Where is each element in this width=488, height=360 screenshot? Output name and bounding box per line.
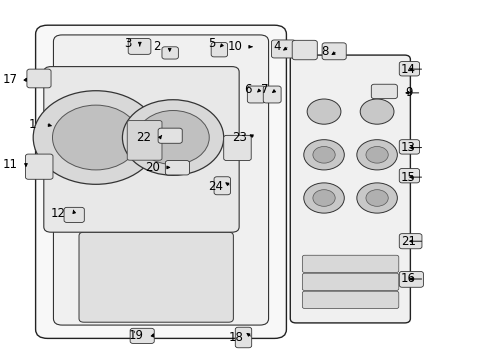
Circle shape: [356, 140, 397, 170]
FancyBboxPatch shape: [399, 168, 419, 183]
FancyBboxPatch shape: [292, 40, 317, 60]
Circle shape: [52, 105, 139, 170]
FancyBboxPatch shape: [235, 327, 251, 348]
Text: 22: 22: [136, 131, 151, 144]
Text: 6: 6: [244, 83, 251, 96]
Circle shape: [365, 147, 387, 163]
Circle shape: [365, 190, 387, 206]
Text: 1: 1: [29, 118, 37, 131]
FancyBboxPatch shape: [302, 255, 398, 273]
Circle shape: [303, 183, 344, 213]
FancyBboxPatch shape: [302, 273, 398, 291]
FancyBboxPatch shape: [302, 291, 398, 309]
FancyBboxPatch shape: [247, 86, 264, 103]
Text: 7: 7: [260, 83, 267, 96]
Text: 15: 15: [400, 171, 415, 184]
Circle shape: [306, 99, 340, 124]
Text: 19: 19: [129, 329, 144, 342]
Circle shape: [312, 147, 334, 163]
Text: 3: 3: [123, 37, 131, 50]
Text: 11: 11: [2, 158, 17, 171]
Text: 18: 18: [229, 331, 244, 344]
Text: 24: 24: [207, 180, 223, 193]
Circle shape: [356, 183, 397, 213]
Text: 21: 21: [400, 235, 415, 248]
FancyBboxPatch shape: [211, 42, 227, 57]
FancyBboxPatch shape: [263, 86, 281, 103]
FancyBboxPatch shape: [130, 328, 154, 343]
Text: 12: 12: [50, 207, 65, 220]
Text: 17: 17: [2, 73, 17, 86]
FancyBboxPatch shape: [162, 47, 178, 59]
FancyBboxPatch shape: [214, 177, 230, 195]
FancyBboxPatch shape: [44, 67, 239, 232]
FancyBboxPatch shape: [399, 140, 419, 154]
Text: 8: 8: [321, 45, 328, 58]
Text: 10: 10: [228, 40, 243, 53]
Text: 13: 13: [400, 141, 415, 154]
FancyBboxPatch shape: [290, 55, 409, 323]
Circle shape: [122, 100, 223, 175]
FancyBboxPatch shape: [128, 39, 151, 54]
FancyBboxPatch shape: [370, 84, 397, 99]
FancyBboxPatch shape: [165, 161, 189, 175]
FancyBboxPatch shape: [399, 62, 419, 76]
FancyBboxPatch shape: [399, 234, 421, 249]
Text: 14: 14: [400, 63, 415, 76]
Circle shape: [312, 190, 334, 206]
Circle shape: [33, 91, 158, 184]
FancyBboxPatch shape: [53, 35, 268, 325]
FancyBboxPatch shape: [322, 43, 346, 60]
Text: 4: 4: [273, 40, 280, 53]
Text: 2: 2: [153, 40, 161, 53]
FancyBboxPatch shape: [27, 69, 51, 88]
FancyBboxPatch shape: [399, 271, 423, 287]
Circle shape: [360, 99, 393, 124]
FancyBboxPatch shape: [127, 121, 162, 160]
FancyBboxPatch shape: [64, 207, 84, 222]
Text: 23: 23: [231, 131, 246, 144]
FancyBboxPatch shape: [25, 154, 53, 179]
Text: 20: 20: [145, 161, 160, 174]
Text: 9: 9: [405, 86, 412, 99]
Circle shape: [303, 140, 344, 170]
FancyBboxPatch shape: [79, 232, 233, 322]
FancyBboxPatch shape: [36, 25, 286, 338]
Text: 5: 5: [207, 37, 215, 50]
Circle shape: [137, 111, 209, 165]
FancyBboxPatch shape: [158, 128, 182, 143]
FancyBboxPatch shape: [271, 40, 295, 58]
FancyBboxPatch shape: [223, 135, 251, 161]
Text: 16: 16: [400, 273, 415, 285]
